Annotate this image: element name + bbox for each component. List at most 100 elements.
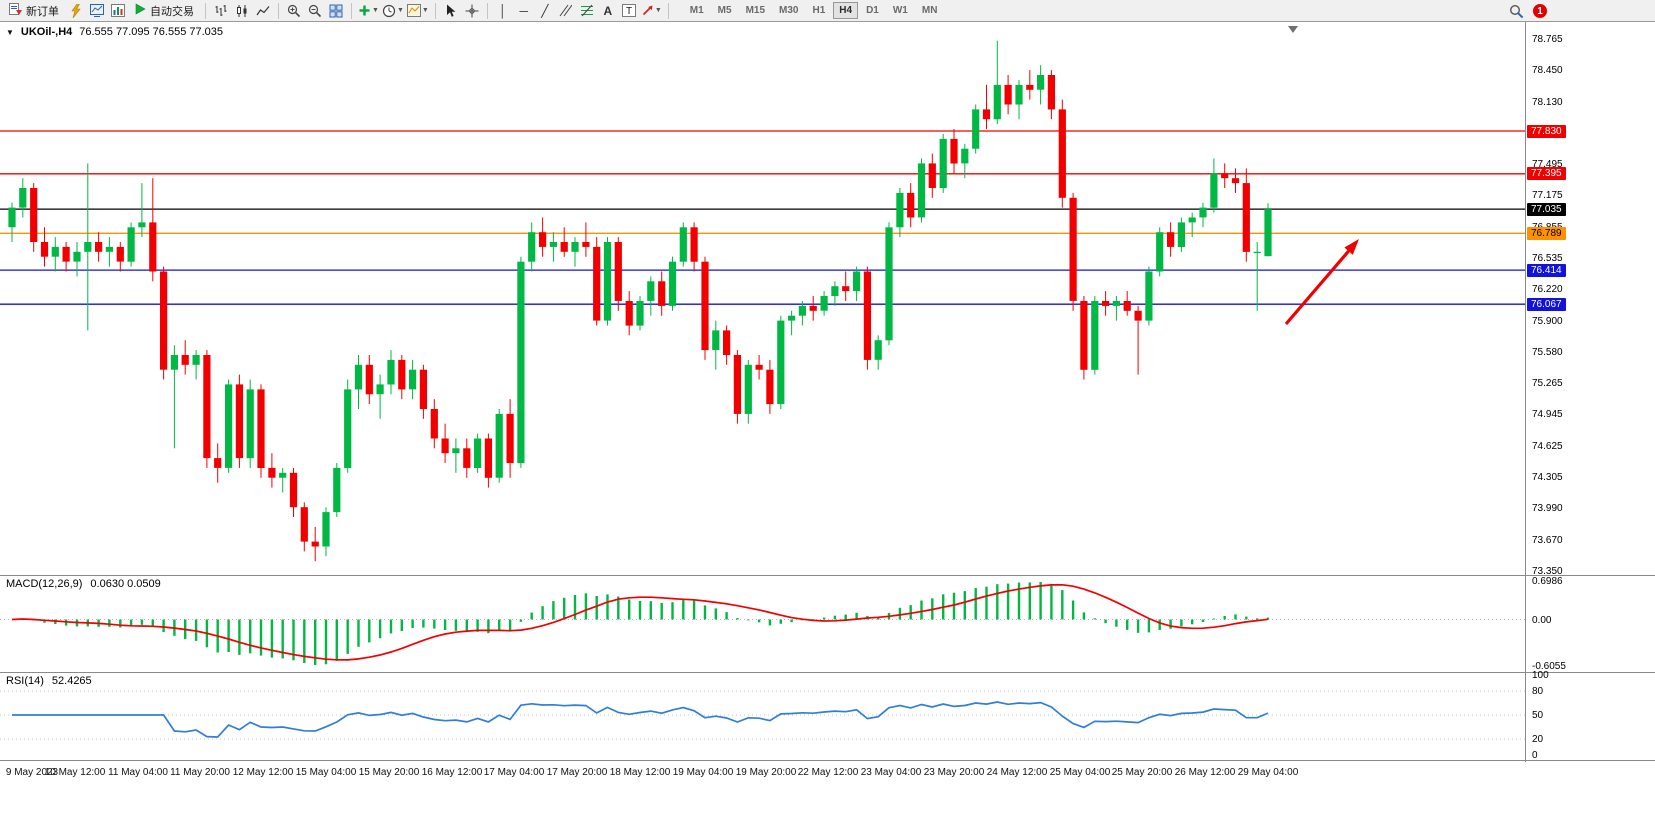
price-tick: 78.765 — [1532, 34, 1563, 45]
price-tick: 77.495 — [1532, 159, 1563, 170]
text-icon[interactable]: A — [603, 3, 613, 18]
price-tick: 75.580 — [1532, 347, 1563, 358]
periods-icon[interactable]: ▼ — [381, 1, 405, 21]
quick-chart-icon[interactable] — [66, 1, 86, 21]
cursor-icon[interactable] — [441, 1, 461, 21]
chevron-down-icon[interactable]: ▼ — [6, 27, 14, 37]
rsi-name: RSI(14) — [6, 675, 44, 687]
timeframe-m5[interactable]: M5 — [717, 5, 732, 16]
price-tick: 73.670 — [1532, 535, 1563, 546]
time-axis-separator — [0, 760, 1655, 761]
macd-axis-label: 0.00 — [1532, 615, 1552, 626]
timeframe-m30[interactable]: M30 — [779, 5, 799, 16]
rsi-axis-label: 100 — [1532, 670, 1549, 681]
rsi-axis-label: 80 — [1532, 686, 1544, 697]
macd-canvas[interactable] — [0, 575, 1525, 672]
time-label: 18 May 12:00 — [609, 767, 671, 778]
new-order-label: 新订单 — [26, 5, 59, 18]
macd-name: MACD(12,26,9) — [6, 578, 83, 590]
price-tick: 76.535 — [1532, 253, 1563, 264]
timeframe-mn[interactable]: MN — [921, 5, 938, 16]
time-label: 12 May 12:00 — [232, 767, 294, 778]
time-label: 25 May 04:00 — [1049, 767, 1111, 778]
zoom-in-icon[interactable] — [284, 1, 304, 21]
time-label: 24 May 12:00 — [986, 767, 1048, 778]
time-label: 17 May 04:00 — [483, 767, 545, 778]
time-label: 10 May 12:00 — [44, 767, 106, 778]
symbol-label: UKOil-,H4 — [20, 26, 73, 38]
fibonacci-icon[interactable] — [577, 1, 597, 21]
candlestick-chart-icon[interactable] — [232, 1, 252, 21]
time-label: 23 May 04:00 — [860, 767, 922, 778]
notification-badge[interactable]: 1 — [1533, 4, 1547, 18]
crosshair-icon[interactable] — [462, 1, 482, 21]
svg-text:T: T — [626, 6, 632, 17]
price-axis[interactable]: 78.76578.45078.13077.49577.17576.85576.5… — [1525, 22, 1655, 762]
toolbar-separator — [351, 2, 352, 19]
price-chart-canvas[interactable] — [0, 22, 1525, 575]
price-badge: 76.067 — [1527, 298, 1566, 311]
price-tick: 75.265 — [1532, 378, 1563, 389]
arrows-icon[interactable]: ▼ — [640, 1, 663, 21]
time-label: 15 May 20:00 — [358, 767, 420, 778]
text-label-icon[interactable]: T — [619, 1, 639, 21]
horizontal-line-icon[interactable]: ─ — [519, 3, 529, 18]
toolbar: 新订单 自动交易 — [0, 0, 1655, 22]
rsi-axis-label: 20 — [1532, 734, 1544, 745]
timeframe-m1[interactable]: M1 — [689, 5, 704, 16]
timeframe-w1[interactable]: W1 — [892, 5, 908, 16]
vertical-line-icon[interactable]: │ — [499, 3, 507, 18]
templates-icon[interactable]: ▼ — [406, 1, 430, 21]
auto-trading-button[interactable]: 自动交易 — [129, 1, 200, 21]
panel-separator[interactable] — [0, 672, 1655, 673]
chart-header: ▼ UKOil-,H4 76.555 77.095 76.555 77.035 — [6, 26, 223, 38]
time-label: 22 May 12:00 — [797, 767, 859, 778]
toolbar-separator — [278, 2, 279, 19]
indicators-icon[interactable]: ▼ — [357, 1, 380, 21]
channel-icon[interactable] — [556, 1, 576, 21]
price-tick: 74.305 — [1532, 472, 1563, 483]
chart-window[interactable]: ▼ UKOil-,H4 76.555 77.095 76.555 77.035 … — [0, 22, 1655, 827]
timeframe-h4[interactable]: H4 — [833, 2, 859, 19]
time-label: 11 May 20:00 — [170, 767, 230, 778]
price-badge: 77.035 — [1527, 203, 1566, 216]
auto-trading-label: 自动交易 — [150, 5, 194, 18]
chevron-down-icon: ▼ — [421, 7, 429, 14]
profiles-icon[interactable] — [108, 1, 128, 21]
rsi-axis-label: 0 — [1532, 750, 1538, 761]
price-tick: 78.130 — [1532, 97, 1563, 108]
price-tick: 74.945 — [1532, 409, 1563, 420]
toolbar-separator — [486, 2, 488, 19]
chevron-down-icon: ▼ — [654, 7, 662, 14]
chevron-down-icon: ▼ — [396, 7, 404, 14]
zoom-out-icon[interactable] — [305, 1, 325, 21]
chart-window-icon[interactable] — [87, 1, 107, 21]
new-order-button[interactable]: 新订单 — [3, 1, 65, 21]
rsi-axis-label: 50 — [1532, 710, 1544, 721]
time-label: 29 May 04:00 — [1237, 767, 1299, 778]
search-icon[interactable] — [1506, 1, 1526, 21]
price-tick: 78.450 — [1532, 65, 1563, 76]
price-tick: 77.175 — [1532, 190, 1563, 201]
rsi-canvas[interactable] — [0, 672, 1525, 760]
rsi-panel-label: RSI(14) 52.4265 — [6, 675, 92, 687]
timeframe-h1[interactable]: H1 — [812, 5, 826, 16]
toolbar-separator — [205, 2, 206, 19]
panel-separator[interactable] — [0, 575, 1655, 576]
price-tick: 74.625 — [1532, 441, 1563, 452]
macd-axis-label: -0.6055 — [1532, 661, 1566, 672]
line-chart-icon[interactable] — [253, 1, 273, 21]
bar-chart-icon[interactable] — [211, 1, 231, 21]
time-axis[interactable]: 9 May 2023 10 May 12:00 11 May 04:00 11 May… — [0, 760, 1525, 784]
price-badge: 77.830 — [1527, 125, 1566, 138]
price-tick: 73.350 — [1532, 566, 1563, 577]
timeframe-group: M1 M5 M15 M30 H1 H4 D1 W1 MN — [684, 2, 944, 19]
trendline-icon[interactable]: ╱ — [541, 3, 549, 18]
timeframe-d1[interactable]: D1 — [866, 5, 879, 16]
toolbar-separator — [667, 2, 669, 19]
timeframe-m15[interactable]: M15 — [745, 5, 766, 16]
tile-windows-icon[interactable] — [326, 1, 346, 21]
toolbar-right-group: 1 — [1506, 0, 1547, 22]
time-label: 25 May 20:00 — [1111, 767, 1173, 778]
